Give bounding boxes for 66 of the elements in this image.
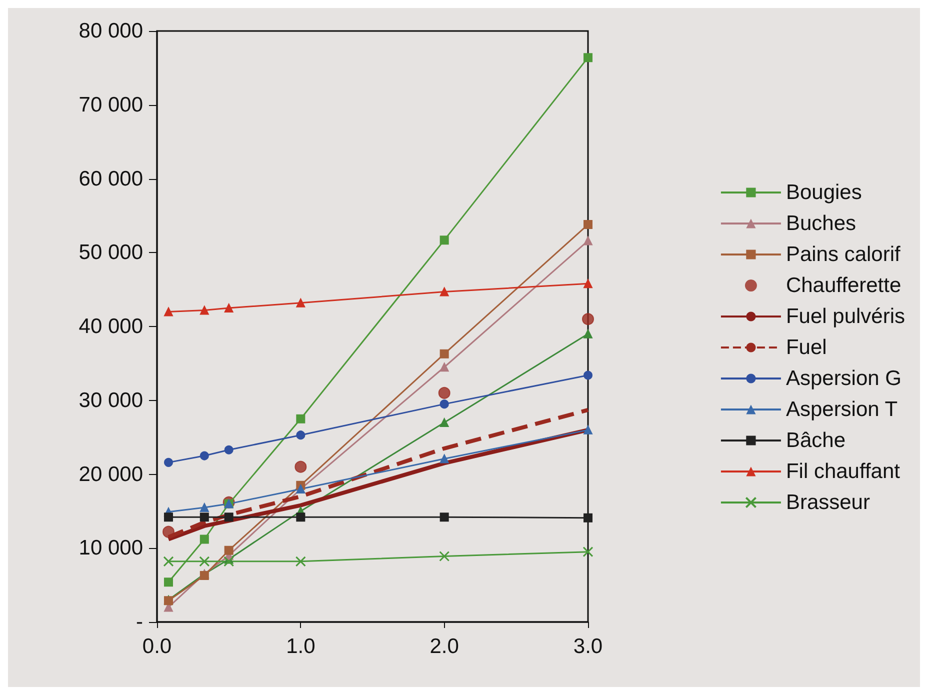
point [440,454,449,464]
legend-label: Bougies [786,181,862,204]
point [164,578,173,587]
y-tick-label: 80 000 [78,20,143,42]
y-tick-label: 50 000 [78,241,143,264]
legend-label: Buches [786,212,856,235]
point [200,512,209,522]
point [440,349,449,358]
x-tick-label: 2.0 [430,635,459,658]
point [584,425,592,434]
legend-label: Chaufferette [786,274,902,297]
point [296,298,306,308]
y-tick-label: 10 000 [78,536,143,560]
point [164,307,173,316]
point [200,534,209,544]
y-tick-label: 20 000 [78,462,143,486]
point [440,362,449,372]
point [164,458,173,467]
point [224,445,234,454]
point [199,556,210,567]
legend-label: Aspersion T [786,398,898,421]
point [582,313,594,326]
point [438,386,450,399]
point [440,512,449,522]
y-tick-label: 60 000 [78,167,143,190]
legend-label: Aspersion G [786,367,902,390]
point [584,53,592,62]
point [440,418,449,428]
point [224,546,234,555]
point [440,287,449,296]
point [296,430,306,440]
legend-label: Bâche [786,429,846,452]
legend-label: Fuel [786,336,827,359]
y-tick-label: - [136,610,143,634]
point [200,306,209,315]
point [584,279,592,288]
point [164,512,173,522]
point [224,512,234,522]
y-tick-label: 30 000 [78,388,143,412]
legend-label: Pains calorif [786,243,900,266]
point [163,556,174,567]
point [200,451,209,460]
x-tick-label: 1.0 [286,635,316,658]
point [440,400,449,409]
legend-label: Brasseur [786,491,870,514]
point [584,236,592,246]
point [200,502,209,512]
point [584,220,592,230]
point [439,551,450,562]
x-tick-label: 0.0 [142,635,172,658]
y-tick-label: 40 000 [78,315,143,338]
y-tick-label: 70 000 [78,93,143,116]
point [582,546,594,558]
point [294,460,307,473]
point [584,370,592,380]
point [440,236,449,245]
legend-label: Fuel pulvéris [786,305,906,328]
point [584,513,592,522]
point [296,512,306,522]
point [296,414,306,424]
point [224,556,234,567]
point [584,329,592,338]
point [224,304,234,313]
legend-label: Fil chauffant [786,460,900,483]
point [295,556,306,567]
x-tick-label: 3.0 [573,635,603,658]
